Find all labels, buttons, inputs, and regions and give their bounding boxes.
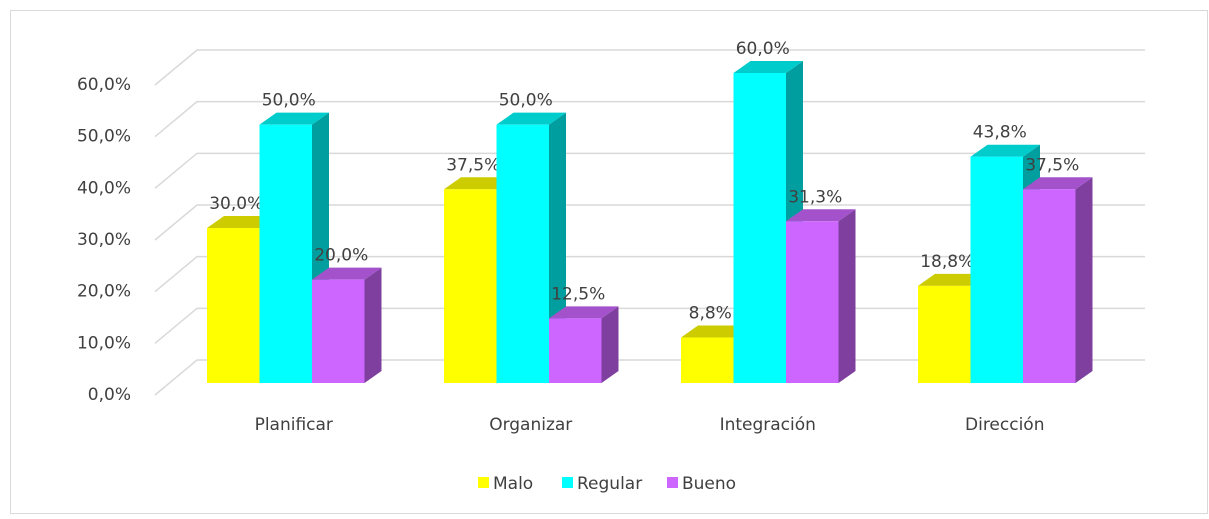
bar-top bbox=[549, 306, 619, 319]
legend-swatch bbox=[562, 477, 573, 488]
x-tick-label: Planificar bbox=[255, 415, 333, 435]
bar bbox=[786, 221, 839, 383]
value-label: 12,5% bbox=[551, 284, 605, 304]
bar-top bbox=[259, 112, 329, 125]
bar-top bbox=[444, 177, 514, 190]
y-tick-label: 30,0% bbox=[77, 230, 131, 250]
bar-top bbox=[681, 325, 751, 338]
y-tick-label: 10,0% bbox=[77, 333, 131, 353]
bar-side bbox=[838, 209, 856, 383]
bar-top bbox=[918, 273, 988, 286]
value-label: 18,8% bbox=[920, 252, 974, 272]
grid-line bbox=[154, 204, 1145, 241]
x-tick-label: Organizar bbox=[489, 415, 572, 435]
bar-top bbox=[207, 216, 277, 228]
bar-top bbox=[312, 267, 382, 280]
legend-label: Bueno bbox=[682, 474, 736, 494]
value-label: 31,3% bbox=[788, 187, 842, 207]
legend-label: Malo bbox=[493, 474, 533, 494]
bar bbox=[444, 189, 497, 383]
value-label: 37,5% bbox=[1025, 155, 1079, 175]
grid-line bbox=[154, 100, 1145, 138]
value-label: 50,0% bbox=[499, 91, 553, 111]
value-label: 60,0% bbox=[736, 39, 790, 59]
bar bbox=[259, 124, 312, 384]
bar-side bbox=[364, 267, 382, 383]
bar bbox=[496, 124, 549, 384]
bar-top bbox=[786, 209, 856, 222]
legend-swatch bbox=[478, 477, 489, 488]
legend-swatch bbox=[667, 477, 678, 488]
bar bbox=[207, 228, 260, 383]
bar bbox=[681, 337, 734, 383]
bar bbox=[970, 156, 1023, 383]
y-tick-label: 20,0% bbox=[77, 282, 131, 302]
bar-top bbox=[496, 112, 566, 125]
bar-side bbox=[1075, 177, 1093, 383]
grid-line bbox=[154, 152, 1145, 189]
bar-top bbox=[1023, 177, 1093, 190]
bar bbox=[918, 285, 971, 383]
bar bbox=[1023, 189, 1076, 383]
legend-label: Regular bbox=[577, 474, 642, 494]
bar bbox=[733, 73, 786, 383]
y-tick-label: 60,0% bbox=[77, 75, 131, 95]
bar-side bbox=[601, 306, 619, 383]
grid-line bbox=[154, 49, 1145, 86]
y-tick-label: 50,0% bbox=[77, 127, 131, 147]
bar-top bbox=[970, 144, 1040, 157]
value-label: 30,0% bbox=[209, 194, 263, 214]
value-label: 37,5% bbox=[446, 155, 500, 175]
value-label: 50,0% bbox=[262, 91, 316, 111]
bar-top bbox=[733, 61, 803, 73]
x-tick-label: Dirección bbox=[965, 415, 1044, 435]
bar bbox=[549, 318, 602, 383]
value-label: 8,8% bbox=[689, 304, 732, 324]
value-label: 43,8% bbox=[973, 123, 1027, 143]
bar bbox=[312, 279, 365, 383]
y-tick-label: 40,0% bbox=[77, 178, 131, 198]
x-tick-label: Integración bbox=[720, 415, 816, 435]
y-tick-label: 0,0% bbox=[88, 385, 131, 405]
value-label: 20,0% bbox=[314, 246, 368, 266]
